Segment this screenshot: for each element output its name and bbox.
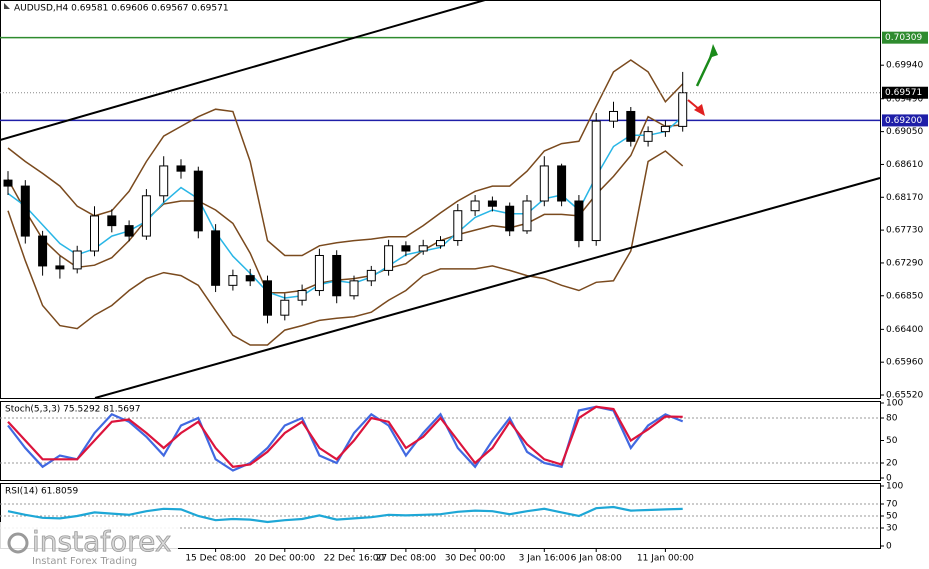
x-tick-label: 30 Dec 00:00: [445, 554, 506, 564]
bollinger-lower: [7, 150, 684, 346]
y-tick-label: 0.69490: [886, 94, 923, 104]
candle-body: [453, 210, 463, 242]
candle-body: [38, 235, 48, 267]
candle-body: [3, 179, 13, 187]
x-tick-label: 3 Jan 16:00: [519, 554, 571, 564]
candle-body: [90, 215, 99, 252]
candle-body: [263, 280, 272, 316]
y-tick-label: 80: [886, 414, 898, 424]
candle-body: [626, 110, 636, 142]
logo-tagline: Instant Forex Trading: [32, 556, 137, 567]
candle-body: [228, 275, 238, 286]
y-tick-label: 0.66400: [886, 325, 923, 335]
last-price-label: 0.69571: [885, 88, 922, 98]
level-label: 0.70309: [885, 33, 922, 43]
candle-body: [72, 250, 82, 270]
candle-body: [678, 92, 688, 127]
up-arrow: [695, 51, 715, 87]
candle-body: [557, 165, 567, 202]
candle-body: [107, 215, 117, 227]
candle-body: [280, 299, 290, 316]
candle-body: [349, 280, 359, 297]
candle-body: [245, 275, 255, 282]
up-arrow-head: [709, 44, 718, 58]
candle-body: [141, 195, 151, 237]
y-tick-label: 100: [886, 482, 903, 492]
y-tick-label: 0: [886, 542, 892, 552]
x-tick-label: 20 Dec 00:00: [255, 554, 316, 564]
candle-body: [505, 205, 515, 232]
candle-body: [436, 240, 445, 247]
y-tick-label: 0.68170: [886, 193, 923, 203]
logo: instaforex Instant Forex Trading: [0, 522, 178, 569]
y-tick-label: 0.67290: [886, 258, 923, 268]
candle-body: [522, 200, 532, 232]
y-tick-label: 70: [886, 500, 898, 510]
y-tick-label: 0.66850: [886, 291, 923, 301]
symbol-icon: [4, 3, 10, 9]
last-price-box: [882, 86, 928, 99]
price-panel: [0, 0, 881, 399]
y-tick-label: 100: [886, 399, 903, 409]
indicator-title: RSI(14) 61.8059: [5, 487, 78, 497]
x-tick-label: 22 Dec 16:00: [324, 554, 385, 564]
chart-title: AUDUSD,H4 0.69581 0.69606 0.69567 0.6957…: [14, 4, 229, 14]
candle-body: [609, 110, 618, 122]
marks: 0.65520 0.65960 0.66400 0.66850 0.67290 0.677…: [0, 31, 928, 564]
candle-body: [55, 265, 65, 270]
y-tick-label: 20: [886, 459, 898, 469]
y-tick-label: 50: [886, 436, 898, 446]
candle-body: [159, 165, 169, 197]
logo-background: [0, 522, 178, 569]
y-tick-label: 0: [886, 474, 892, 484]
candle-body: [401, 245, 411, 252]
indicator-line: [7, 405, 683, 468]
logo-icon: [7, 532, 29, 554]
down-arrow-head: [694, 104, 705, 116]
indicator-line: [7, 505, 683, 524]
x-tick-label: 11 Jan 00:00: [637, 554, 694, 564]
y-tick-label: 0.68610: [886, 160, 923, 170]
candle-body: [366, 269, 376, 282]
candle-body: [418, 245, 428, 252]
y-tick-label: 0.69940: [886, 61, 923, 71]
bollinger-upper: [7, 59, 684, 257]
logo-name: instaforex: [32, 525, 171, 558]
y-tick-label: 0.65520: [886, 391, 923, 401]
candle-body: [591, 120, 601, 242]
moving-average: [7, 116, 684, 299]
level-label-box: [882, 31, 928, 44]
candle-body: [574, 200, 584, 242]
level-label: 0.69200: [885, 116, 922, 126]
bollinger-middle: [7, 115, 683, 294]
y-tick-label: 50: [886, 512, 898, 522]
candle-body: [660, 125, 670, 133]
candle-body: [384, 245, 394, 271]
candle-body: [314, 254, 324, 292]
candle-body: [643, 131, 653, 142]
candle-body: [193, 170, 203, 232]
candle-body: [470, 200, 480, 212]
y-tick-label: 0.69050: [886, 127, 923, 137]
level-label-box: [882, 114, 928, 127]
candle-body: [487, 200, 497, 207]
channel-line: [94, 177, 881, 399]
candle-body: [211, 230, 221, 286]
candle-body: [539, 165, 549, 202]
candle-body: [20, 185, 30, 237]
indicator-title: Stoch(5,3,3) 75.5292 81.5697: [5, 405, 140, 415]
y-tick-label: 0.67730: [886, 226, 923, 236]
candle-body: [124, 225, 134, 237]
channel-line: [0, 0, 486, 141]
x-tick-label: 15 Dec 08:00: [185, 554, 246, 564]
candle-body: [332, 254, 342, 297]
x-tick-label: 27 Dec 08:00: [376, 554, 437, 564]
y-tick-label: 30: [886, 524, 898, 534]
candle-body: [297, 290, 307, 301]
y-tick-label: 0.65960: [886, 358, 923, 368]
x-tick-label: 6 Jan 08:00: [571, 554, 623, 564]
candle-body: [176, 165, 186, 172]
